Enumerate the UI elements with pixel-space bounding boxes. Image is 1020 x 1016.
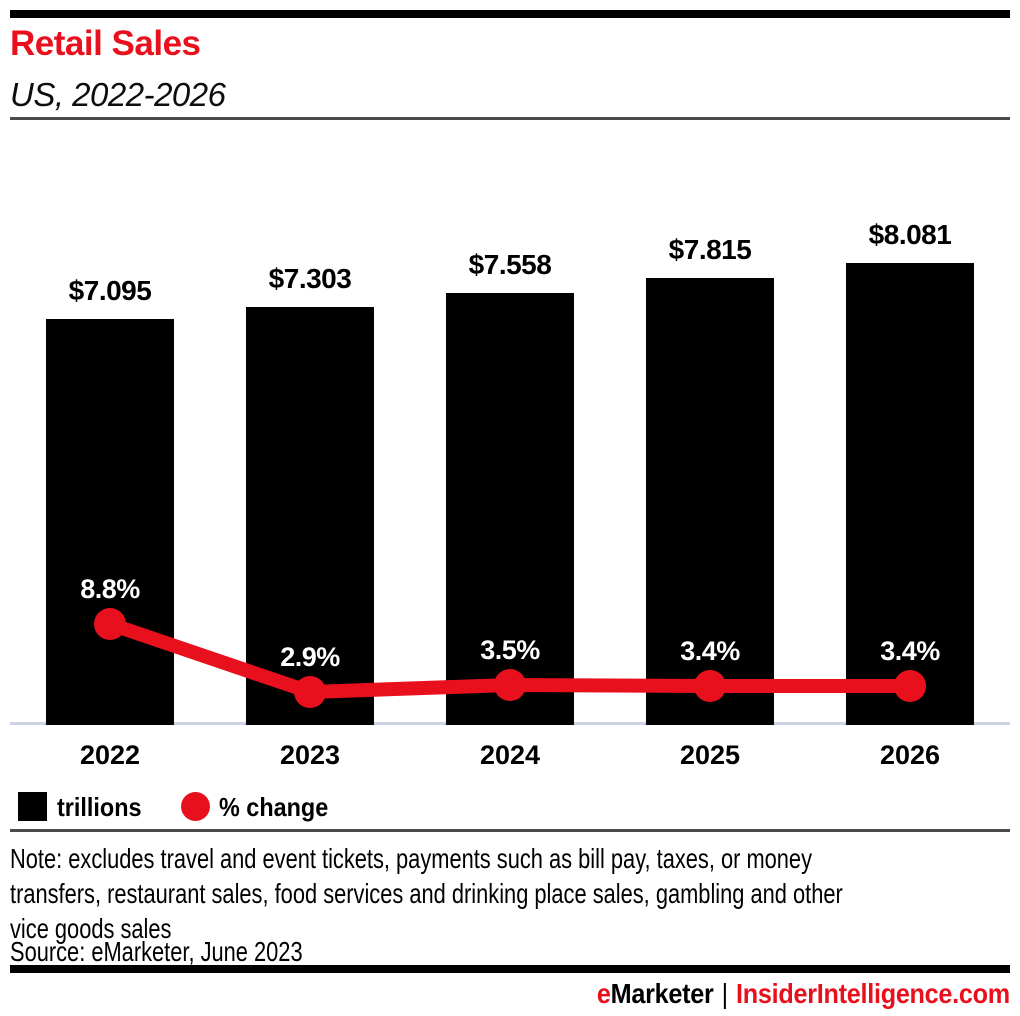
chart-subtitle: US, 2022-2026 bbox=[10, 76, 226, 113]
legend-swatch-pct-change bbox=[181, 792, 210, 821]
x-axis-label: 2023 bbox=[279, 740, 341, 770]
line-point-label: 3.4% bbox=[680, 636, 740, 666]
bar-value-label: $7.815 bbox=[668, 234, 752, 265]
bar-value-label: $7.558 bbox=[468, 249, 552, 280]
x-axis-label: 2024 bbox=[479, 740, 541, 770]
line-point-label: 8.8% bbox=[80, 574, 140, 604]
legend-label-trillions: trillions bbox=[57, 792, 142, 822]
legend-label-pct-change: % change bbox=[219, 792, 329, 822]
footer-separator: | bbox=[721, 978, 729, 1009]
top-accent-bar bbox=[10, 10, 1010, 18]
line-point-label: 3.4% bbox=[880, 636, 940, 666]
bar-value-label: $8.081 bbox=[868, 219, 952, 250]
source-text: Source: eMarketer, June 2023 bbox=[10, 936, 303, 967]
note-line: transfers, restaurant sales, food servic… bbox=[10, 878, 843, 909]
footer-brand: eMarketer | InsiderIntelligence.com bbox=[597, 978, 1010, 1010]
x-axis-label: 2026 bbox=[879, 740, 941, 770]
footer-site-link: InsiderIntelligence.com bbox=[736, 978, 1010, 1009]
bottom-accent-bar bbox=[10, 965, 1010, 973]
x-axis-label: 2025 bbox=[679, 740, 741, 770]
legend-swatch-trillions bbox=[18, 792, 47, 821]
line-point-label: 3.5% bbox=[480, 635, 540, 665]
x-axis-label: 2022 bbox=[79, 740, 141, 770]
legend-divider bbox=[10, 829, 1010, 832]
bar-value-label: $7.303 bbox=[268, 263, 352, 294]
footer-brand-e: e bbox=[596, 978, 611, 1009]
note-line: vice goods sales bbox=[10, 913, 172, 944]
chart-title: Retail Sales bbox=[10, 24, 201, 63]
bar-value-label: $7.095 bbox=[68, 275, 152, 306]
bar-2022 bbox=[46, 319, 174, 725]
footer-brand-marketer: Marketer bbox=[610, 978, 714, 1009]
note-text: Note: excludes travel and event tickets,… bbox=[10, 841, 843, 946]
header-divider bbox=[10, 117, 1010, 120]
note-line: Note: excludes travel and event tickets,… bbox=[10, 843, 813, 874]
line-point-label: 2.9% bbox=[280, 642, 340, 672]
